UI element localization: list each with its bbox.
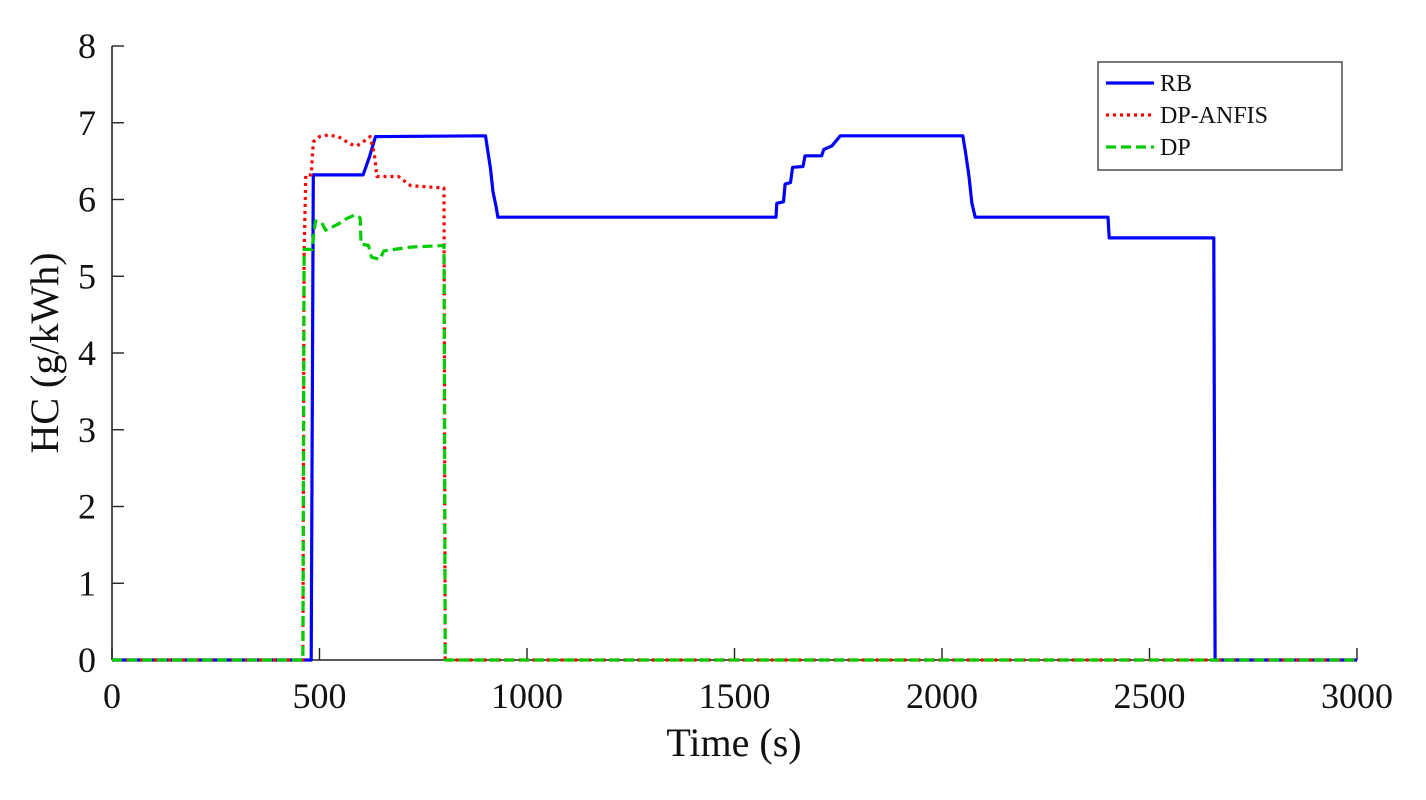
x-tick-label: 1000: [491, 676, 563, 716]
legend: RB DP-ANFIS DP: [1097, 61, 1343, 171]
y-axis-title: HC (g/kWh): [22, 252, 67, 453]
x-tick-label: 0: [103, 676, 121, 716]
x-tick-label: 1500: [699, 676, 771, 716]
y-tick-label: 1: [78, 563, 96, 603]
x-tick-label: 2000: [906, 676, 978, 716]
series-line-rb: [112, 134, 1357, 662]
y-ticks: 0 1 2 3 4 5 6 7 8: [78, 26, 124, 680]
x-ticks: 0 500 1000 1500 2000 2500 3000: [103, 648, 1393, 716]
series-line-dp: [112, 213, 1357, 662]
legend-box: [1097, 61, 1343, 171]
x-tick-label: 2500: [1114, 676, 1186, 716]
y-tick-label: 7: [78, 103, 96, 143]
y-tick-label: 3: [78, 410, 96, 450]
y-tick-label: 2: [78, 487, 96, 527]
plot-area: 0 500 1000 1500 2000 2500 3000 0 1 2 3 4 5 6 7 8: [78, 26, 1393, 716]
legend-label: RB: [1160, 71, 1192, 97]
legend-label: DP: [1160, 135, 1191, 161]
series-lines: [112, 133, 1357, 662]
legend-entries: RB DP-ANFIS DP: [1106, 71, 1268, 161]
y-tick-label: 6: [78, 180, 96, 220]
y-tick-label: 4: [78, 333, 96, 373]
legend-label: DP-ANFIS: [1160, 103, 1268, 129]
y-tick-label: 5: [78, 256, 96, 296]
series-line-dp-anfis: [112, 133, 1357, 662]
x-tick-label: 3000: [1321, 676, 1393, 716]
x-tick-label: 500: [293, 676, 347, 716]
y-tick-label: 0: [78, 640, 96, 680]
y-tick-label: 8: [78, 26, 96, 66]
x-axis-title: Time (s): [666, 720, 801, 765]
